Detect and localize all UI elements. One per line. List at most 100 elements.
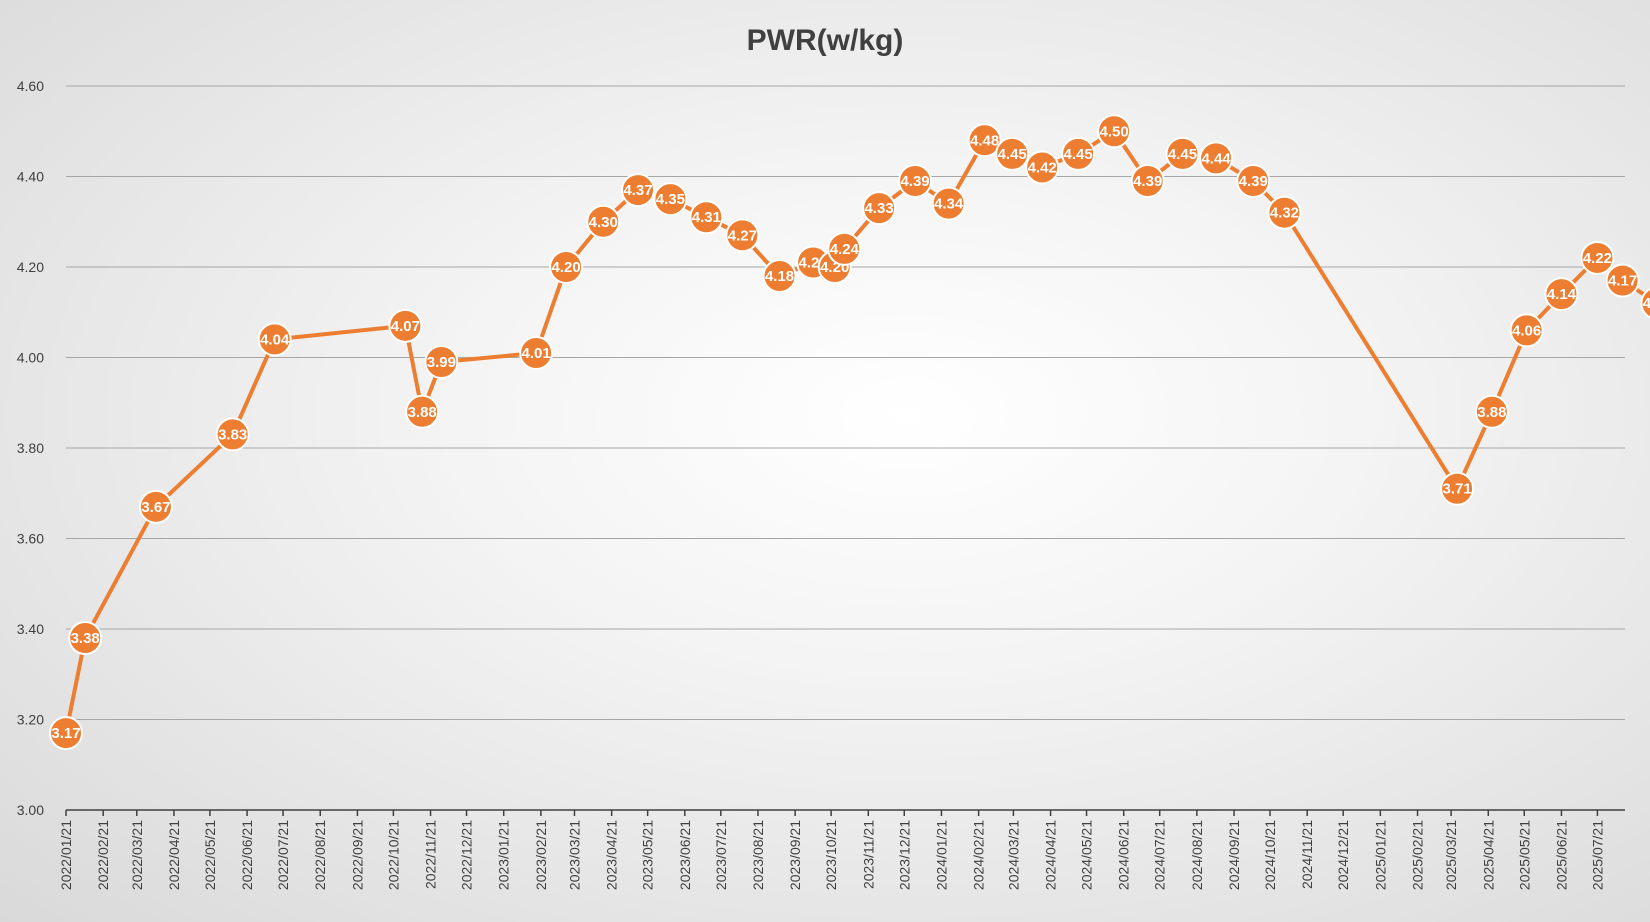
x-tick-label: 2024/06/21: [1116, 820, 1132, 890]
data-point: 3.99: [424, 345, 459, 380]
data-label: 4.30: [589, 214, 618, 231]
x-tick-label: 2024/09/21: [1226, 820, 1242, 890]
data-point: 3.38: [68, 621, 103, 656]
data-marker: [1097, 114, 1132, 149]
data-point: 4.45: [1061, 136, 1096, 171]
y-tick-label: 3.60: [17, 531, 44, 547]
x-tick-label: 2023/06/21: [677, 820, 693, 890]
data-point: 4.30: [586, 204, 621, 239]
x-tick-label: 2023/11/21: [860, 820, 876, 889]
data-label: 3.88: [1477, 404, 1506, 421]
x-tick-label: 2022/07/21: [275, 820, 291, 890]
x-tick-label: 2022/01/21: [58, 820, 74, 890]
data-point: 4.01: [519, 335, 554, 370]
data-label: 4.01: [521, 345, 550, 362]
data-point: 4.18: [762, 259, 797, 294]
data-point: 4.50: [1097, 114, 1132, 149]
data-label: 4.24: [830, 241, 860, 258]
data-label: 4.07: [391, 318, 420, 335]
data-marker: [827, 231, 862, 266]
data-marker: [1640, 287, 1650, 319]
data-marker: [725, 218, 760, 253]
data-marker: [519, 335, 554, 370]
data-label: 4.35: [656, 191, 685, 208]
data-label: 4.42: [1028, 159, 1057, 176]
data-label: 3.17: [51, 725, 80, 742]
y-tick-label: 3.80: [17, 440, 44, 456]
data-marker: [1236, 164, 1271, 199]
data-marker: [1440, 471, 1475, 506]
data-point: 4.48: [967, 123, 1002, 158]
x-tick-label: 2023/01/21: [496, 820, 512, 890]
data-point: 3.71: [1440, 471, 1475, 506]
data-label: 4.50: [1100, 123, 1129, 140]
data-point: 4.39: [1130, 164, 1165, 199]
x-tick-label: 2023/04/21: [604, 820, 620, 890]
data-label: 4.04: [260, 331, 290, 348]
data-point: 4.33: [862, 191, 897, 226]
data-marker: [1544, 277, 1579, 312]
x-tick-label: 2023/10/21: [823, 820, 839, 890]
x-tick-label: 2024/11/21: [1299, 820, 1315, 889]
data-marker: [586, 204, 621, 239]
data-marker: [653, 182, 688, 217]
x-tick-label: 2022/05/21: [202, 820, 218, 890]
data-label: 4.22: [1583, 250, 1612, 267]
x-tick-label: 2022/09/21: [349, 820, 365, 890]
y-tick-label: 4.00: [17, 350, 44, 366]
y-axis-ticks: 3.00 3.20 3.40 3.60 3.80 4.00 4.20 4.40 4.60: [17, 78, 44, 818]
data-point: 4.20: [549, 250, 584, 284]
data-marker: [215, 417, 250, 452]
data-marker: [1509, 313, 1544, 348]
data-points: 3.17 3.38 3.67 3.83 4.04 4.07 3.88 3.99 4.01 4.20…: [49, 114, 1650, 751]
y-tick-label: 4.60: [17, 78, 44, 94]
data-marker: [424, 345, 459, 380]
data-label: 4.17: [1608, 273, 1637, 290]
data-marker: [689, 200, 724, 235]
x-tick-label: 2023/12/21: [896, 820, 912, 890]
data-label: 4.48: [970, 132, 999, 149]
data-point: 4.45: [995, 136, 1030, 171]
data-label: 3.67: [141, 499, 170, 516]
data-point: 4.07: [388, 308, 423, 343]
data-marker: [931, 186, 966, 221]
data-marker: [257, 322, 292, 357]
data-label: 4.45: [1168, 146, 1197, 163]
y-tick-label: 4.20: [17, 259, 44, 275]
data-marker: [1580, 240, 1615, 275]
data-point: 4.04: [257, 322, 292, 357]
data-point: 4.17: [1605, 263, 1640, 298]
data-marker: [1061, 136, 1096, 171]
data-marker: [1199, 141, 1234, 176]
x-tick-label: 2022/08/21: [312, 820, 328, 890]
x-tick-label: 2022/04/21: [166, 820, 182, 890]
data-marker: [1025, 150, 1060, 185]
data-label: 4.45: [1064, 146, 1093, 163]
data-label: 4.44: [1201, 150, 1231, 167]
x-tick-label: 2024/02/21: [971, 820, 987, 890]
data-label: 4.39: [900, 173, 929, 190]
data-marker: [1474, 394, 1509, 429]
data-point: 4.31: [689, 200, 724, 235]
data-marker: [621, 173, 656, 208]
data-marker: [549, 250, 584, 284]
data-point: 4.14: [1544, 277, 1579, 312]
series-line-group: [64, 129, 1650, 736]
data-point: 4.42: [1025, 150, 1060, 185]
data-point: 4.24: [827, 231, 862, 266]
data-point: 3.83: [215, 417, 250, 452]
data-label: 4.39: [1133, 173, 1162, 190]
data-point: 4.34: [931, 186, 966, 221]
data-label: 4.18: [765, 268, 794, 285]
data-label: 4.12: [1643, 295, 1650, 312]
x-tick-label: 2023/05/21: [640, 820, 656, 890]
data-point: 3.88: [405, 394, 440, 429]
data-marker: [1165, 136, 1200, 171]
data-marker: [388, 308, 423, 343]
x-tick-label: 2023/03/21: [566, 820, 582, 890]
y-tick-label: 3.20: [17, 712, 44, 728]
data-point: 4.44: [1199, 141, 1234, 176]
data-label: 3.99: [427, 354, 456, 371]
data-label: 4.27: [728, 227, 757, 244]
